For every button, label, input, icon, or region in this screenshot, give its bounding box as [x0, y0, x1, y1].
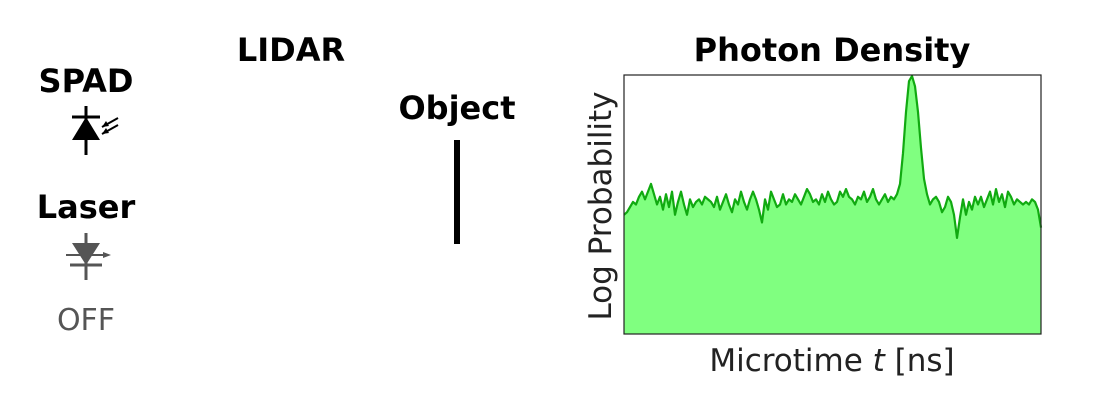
y-axis-label: Log Probability: [583, 91, 619, 320]
density-area-fill: [624, 76, 1041, 334]
laser-diode-icon: [66, 233, 111, 280]
laser-label: Laser: [37, 188, 136, 226]
x-axis-label-suffix: [ns]: [885, 343, 955, 379]
spad-label: SPAD: [39, 62, 134, 100]
spad-photodiode-icon: [72, 106, 119, 155]
plot-frame: [623, 74, 1042, 335]
x-axis-label-prefix: Microtime: [709, 343, 872, 379]
chart-title: Photon Density: [694, 31, 971, 69]
density-series-line: [623, 74, 1043, 240]
lidar-title: LIDAR: [237, 31, 345, 69]
plot-area: [623, 74, 1043, 334]
x-axis-label: Microtime t [ns]: [709, 343, 954, 379]
object-label: Object: [398, 89, 515, 127]
laser-status: OFF: [57, 303, 115, 338]
photon-density-chart: Photon Density Log Probability Microtime…: [583, 31, 1043, 379]
x-axis-label-variable: t: [873, 343, 887, 379]
